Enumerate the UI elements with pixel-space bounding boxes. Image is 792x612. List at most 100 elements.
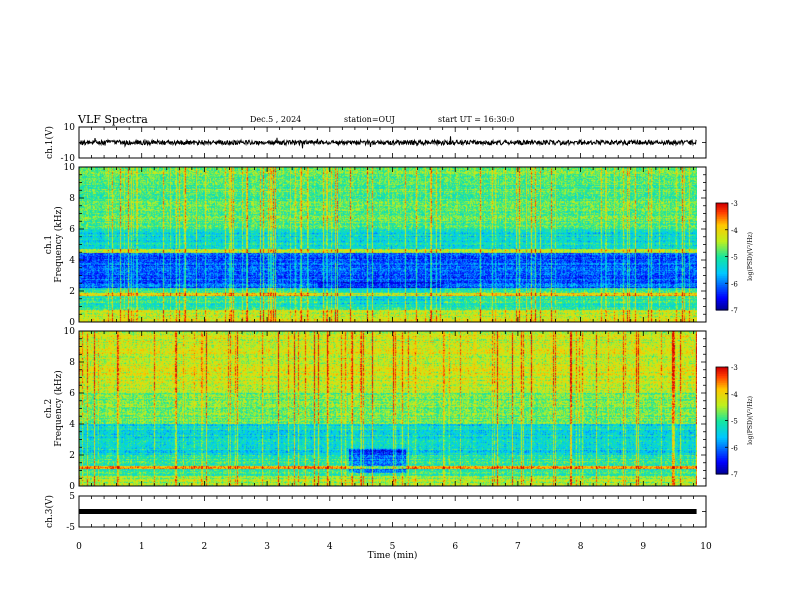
colorbar-segment	[716, 245, 728, 249]
colorbar-segment	[716, 377, 728, 381]
colorbar-segment	[716, 302, 728, 306]
colorbar-segment	[716, 416, 728, 420]
colorbar-segment	[716, 406, 728, 409]
colorbar-tick-label: -7	[731, 307, 738, 315]
spectrogram-image-ch2	[79, 331, 697, 486]
colorbar-segment	[716, 434, 728, 438]
colorbar-segment	[716, 404, 728, 407]
colorbar-segment	[716, 438, 728, 441]
colorbar-segment	[716, 459, 728, 463]
colorbar-segment	[716, 370, 728, 373]
colorbar-segment	[716, 304, 728, 308]
colorbar-segment	[716, 240, 728, 243]
colorbar-segment	[716, 235, 728, 238]
colorbar-segment	[716, 374, 728, 377]
colorbar-segment	[716, 290, 728, 293]
colorbar-segment	[716, 299, 728, 302]
colorbar-segment	[716, 268, 728, 272]
date-label: Dec.5 , 2024	[250, 115, 302, 124]
colorbar-segment	[716, 402, 728, 406]
colorbar-segment	[716, 409, 728, 413]
colorbar-segment	[716, 215, 728, 218]
colorbar-segment	[716, 427, 728, 431]
colorbar-segment	[716, 288, 728, 291]
colorbar-segment	[716, 393, 728, 397]
colorbar-segment	[716, 238, 728, 242]
colorbar-tick-label: -6	[731, 444, 738, 452]
colorbar-segment	[716, 415, 728, 418]
x-tick-label: 7	[515, 542, 521, 552]
colorbar-segment	[716, 220, 728, 224]
colorbar-segment	[716, 424, 728, 427]
colorbar-label: log(PSD)(V²/Hz)	[747, 396, 754, 445]
colorbar-segment	[716, 222, 728, 225]
colorbar-segment	[716, 276, 728, 279]
colorbar-segment	[716, 226, 728, 229]
colorbar-segment	[716, 450, 728, 454]
colorbar-tick-label: -3	[731, 200, 738, 208]
colorbar-segment	[716, 465, 728, 468]
colorbar-segment	[716, 436, 728, 439]
ch1-waveform-panel	[79, 136, 697, 149]
colorbar-segment	[716, 432, 728, 436]
colorbar-segment	[716, 379, 728, 382]
colorbar-segment	[716, 295, 728, 299]
colorbar-segment	[716, 211, 728, 215]
y-tick-label: 6	[69, 389, 75, 399]
y-axis-label: ch.3(V)	[44, 495, 55, 528]
colorbar-segment	[716, 247, 728, 250]
colorbar-segment	[716, 384, 728, 388]
colorbar-segment	[716, 206, 728, 209]
y-tick-label: 10	[64, 123, 76, 133]
colorbar-segment	[716, 233, 728, 236]
colorbar-segment	[716, 452, 728, 455]
x-tick-label: 2	[202, 542, 208, 552]
colorbar-segment	[716, 308, 728, 311]
colorbar-segment	[716, 413, 728, 416]
colorbar-segment	[716, 286, 728, 290]
colorbar-segment	[716, 213, 728, 217]
start-time-label: start UT = 16:30:0	[438, 115, 515, 124]
ch1-spectrogram	[79, 167, 697, 322]
colorbar-segment	[716, 391, 728, 395]
colorbar-segment	[716, 267, 728, 270]
colorbar-segment	[716, 470, 728, 473]
y-axis-label-channel: ch.1	[44, 235, 54, 254]
x-tick-label: 3	[264, 542, 270, 552]
colorbar-segment	[716, 229, 728, 233]
ch1-waveform-line	[79, 136, 697, 149]
colorbar-segment	[716, 242, 728, 245]
colorbar-segment	[716, 285, 728, 288]
colorbar-tick-label: -6	[731, 280, 738, 288]
x-tick-label: 4	[327, 542, 333, 552]
colorbar-segment	[716, 249, 728, 252]
colorbar-segment	[716, 400, 728, 404]
colorbar-segment	[716, 254, 728, 258]
colorbar-segment	[716, 256, 728, 259]
y-tick-label: 0	[69, 482, 75, 492]
colorbar-segment	[716, 388, 728, 391]
colorbar-segment	[716, 456, 728, 459]
colorbar-tick-label: -7	[731, 471, 738, 479]
colorbar-segment	[716, 399, 728, 402]
colorbar-segment	[716, 463, 728, 466]
colorbar-segment	[716, 431, 728, 434]
x-tick-label: 10	[700, 542, 712, 552]
y-tick-label: 2	[69, 287, 75, 297]
y-tick-label: -5	[66, 523, 75, 533]
colorbar-segment	[716, 445, 728, 448]
colorbar-tick-label: -3	[731, 364, 738, 372]
colorbar-segment	[716, 204, 728, 208]
colorbar-segment	[716, 472, 728, 475]
colorbar-segment	[716, 368, 728, 372]
colorbar-segment	[716, 457, 728, 461]
x-tick-label: 8	[578, 542, 584, 552]
colorbar-tick-label: -5	[731, 418, 738, 426]
colorbar-segment	[716, 381, 728, 384]
colorbar-segment	[716, 236, 728, 240]
colorbar-segment	[716, 272, 728, 275]
spectrogram-image-ch1	[79, 167, 697, 322]
colorbar-segment	[716, 281, 728, 284]
colorbar-segment	[716, 231, 728, 234]
